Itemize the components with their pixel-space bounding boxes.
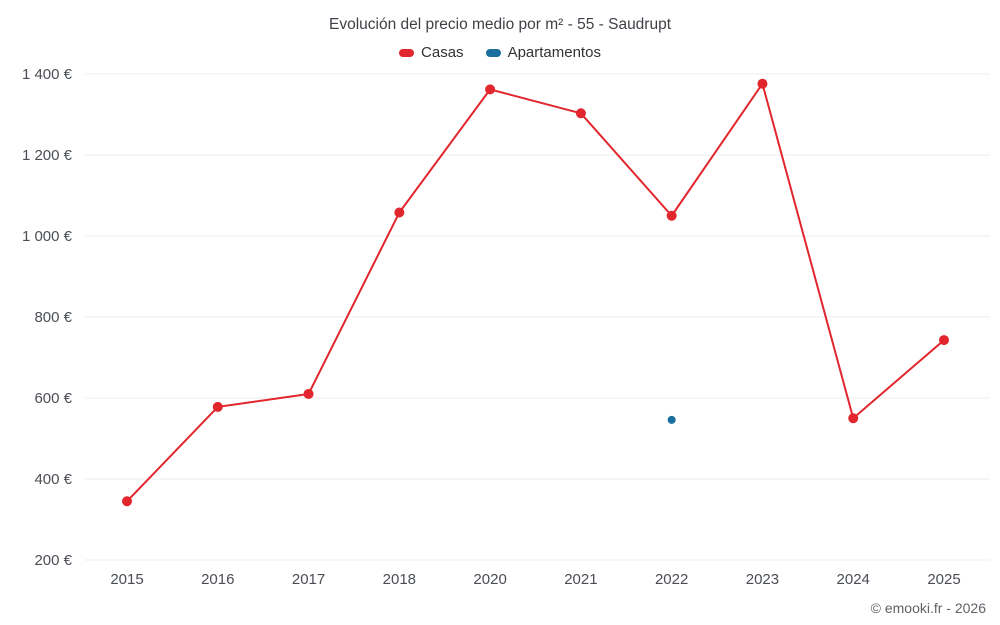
x-tick-label: 2021 xyxy=(564,571,597,588)
data-point[interactable] xyxy=(394,207,405,218)
y-tick-label: 200 € xyxy=(34,552,72,569)
legend-item-apartamentos[interactable]: Apartamentos xyxy=(485,44,601,61)
x-tick-label: 2023 xyxy=(746,571,779,588)
x-tick-label: 2022 xyxy=(655,571,688,588)
data-point[interactable] xyxy=(848,413,859,424)
legend-item-casas[interactable]: Casas xyxy=(399,44,464,61)
series-line xyxy=(126,82,945,503)
data-point[interactable] xyxy=(757,78,768,89)
x-tick-label: 2020 xyxy=(473,571,506,588)
data-point[interactable] xyxy=(666,210,677,221)
series-apartamentos xyxy=(667,415,676,424)
y-tick-label: 400 € xyxy=(34,471,72,488)
y-tick-label: 1 400 € xyxy=(22,66,73,83)
y-tick-label: 1 000 € xyxy=(22,228,73,245)
data-point[interactable] xyxy=(212,401,223,412)
chart-title: Evolución del precio medio por m² - 55 -… xyxy=(328,16,672,33)
data-point[interactable] xyxy=(303,388,314,399)
data-point[interactable] xyxy=(575,108,586,119)
legend-label: Apartamentos xyxy=(507,44,601,61)
x-tick-label: 2015 xyxy=(110,571,143,588)
data-point[interactable] xyxy=(122,496,132,507)
gridlines xyxy=(85,73,990,561)
y-axis-labels: 200 € 400 € 600 € 800 € 1 000 € 1 200 € 1 400 … xyxy=(22,66,73,569)
data-point[interactable] xyxy=(939,335,949,346)
x-tick-label: 2017 xyxy=(292,571,325,588)
y-tick-label: 1 200 € xyxy=(22,147,73,164)
x-tick-label: 2024 xyxy=(837,571,870,588)
legend-marker xyxy=(485,48,501,57)
legend-marker xyxy=(399,48,415,57)
data-point[interactable] xyxy=(485,84,496,95)
legend-label: Casas xyxy=(421,44,464,61)
data-point[interactable] xyxy=(667,415,676,424)
y-tick-label: 600 € xyxy=(34,390,72,407)
x-tick-label: 2025 xyxy=(927,571,960,588)
x-tick-label: 2016 xyxy=(201,571,234,588)
legend: Casas Apartamentos xyxy=(0,44,1000,61)
copyright-credit: © emooki.fr - 2026 xyxy=(870,600,986,616)
series-casas xyxy=(122,78,949,507)
y-tick-label: 800 € xyxy=(34,309,72,326)
x-axis-labels: 2015 2016 2017 2018 2020 2021 2022 2023 2024 2025 xyxy=(110,571,960,588)
x-tick-label: 2018 xyxy=(383,571,416,588)
